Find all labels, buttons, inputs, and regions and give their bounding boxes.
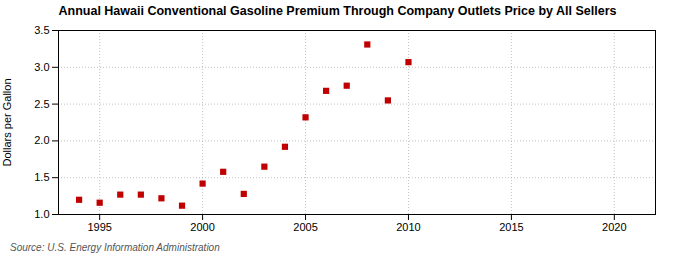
html-text:Annual Hawaii Conventional Gas: Annual Hawaii Conventional Gasoline Prem… — [58, 4, 617, 18]
svg-text:2005: 2005 — [293, 221, 317, 233]
svg-text:2015: 2015 — [499, 221, 523, 233]
html-text:Source: U.S. Energy Informatio: Source: U.S. Energy Information Administ… — [10, 242, 220, 253]
svg-text:Dollars per Gallon: Dollars per Gallon — [1, 78, 13, 166]
svg-text:2000: 2000 — [190, 221, 214, 233]
svg-text:2020: 2020 — [602, 221, 626, 233]
svg-text:2.5: 2.5 — [34, 98, 49, 110]
svg-text:2.0: 2.0 — [34, 134, 49, 146]
svg-text:3.5: 3.5 — [34, 24, 49, 36]
svg-text:3.0: 3.0 — [34, 61, 49, 73]
svg-text:1995: 1995 — [87, 221, 111, 233]
svg-text:2010: 2010 — [396, 221, 420, 233]
svg-text:1.0: 1.0 — [34, 208, 49, 220]
svg-text:1.5: 1.5 — [34, 171, 49, 183]
